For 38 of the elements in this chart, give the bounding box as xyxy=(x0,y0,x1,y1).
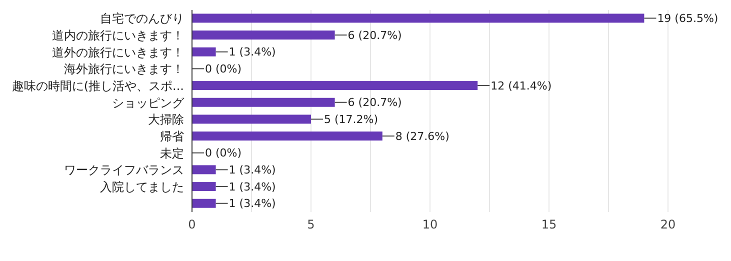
bar xyxy=(192,47,216,56)
data-label: 5 (17.2%) xyxy=(324,113,378,126)
bar xyxy=(192,30,335,40)
y-tick-label: 趣味の時間に(推し活や、スポ... xyxy=(12,79,184,94)
x-tick-label: 10 xyxy=(422,218,438,232)
y-tick-label: 道外の旅行にいきます！ xyxy=(52,45,184,60)
bar xyxy=(192,114,311,124)
y-tick-label: 道内の旅行にいきます！ xyxy=(52,28,184,43)
data-label: 0 (0%) xyxy=(205,62,242,76)
y-tick-label: 大掃除 xyxy=(148,112,184,127)
x-tick-label: 5 xyxy=(307,218,315,232)
bar xyxy=(192,98,335,107)
bar xyxy=(192,132,382,141)
data-label: 8 (27.6%) xyxy=(395,130,450,143)
y-tick-label: 自宅でのんびり xyxy=(100,12,184,26)
data-label: 6 (20.7%) xyxy=(348,96,402,110)
y-tick-label: ショッピング xyxy=(112,96,185,110)
y-tick-label: 未定 xyxy=(160,146,184,160)
y-tick-label: 海外旅行にいきます！ xyxy=(64,62,184,76)
y-tick-label: ワークライフバランス xyxy=(64,163,184,178)
bar xyxy=(192,14,644,23)
bar xyxy=(192,182,216,192)
data-label: 0 (0%) xyxy=(205,146,242,160)
data-label: 6 (20.7%) xyxy=(348,28,402,42)
x-tick-label: 0 xyxy=(188,218,196,232)
bar xyxy=(192,165,216,174)
x-tick-label: 15 xyxy=(541,218,557,232)
bar xyxy=(192,81,478,90)
data-label: 1 (3.4%) xyxy=(228,197,276,210)
data-label: 1 (3.4%) xyxy=(228,46,276,59)
data-label: 1 (3.4%) xyxy=(228,180,276,194)
data-label: 1 (3.4%) xyxy=(228,164,276,177)
x-tick-label: 20 xyxy=(660,218,676,232)
bar xyxy=(192,198,216,208)
y-tick-label: 入院してました xyxy=(100,180,184,194)
y-tick-label: 帰省 xyxy=(160,130,184,144)
data-label: 19 (65.5%) xyxy=(657,12,718,26)
data-label: 12 (41.4%) xyxy=(490,79,552,92)
